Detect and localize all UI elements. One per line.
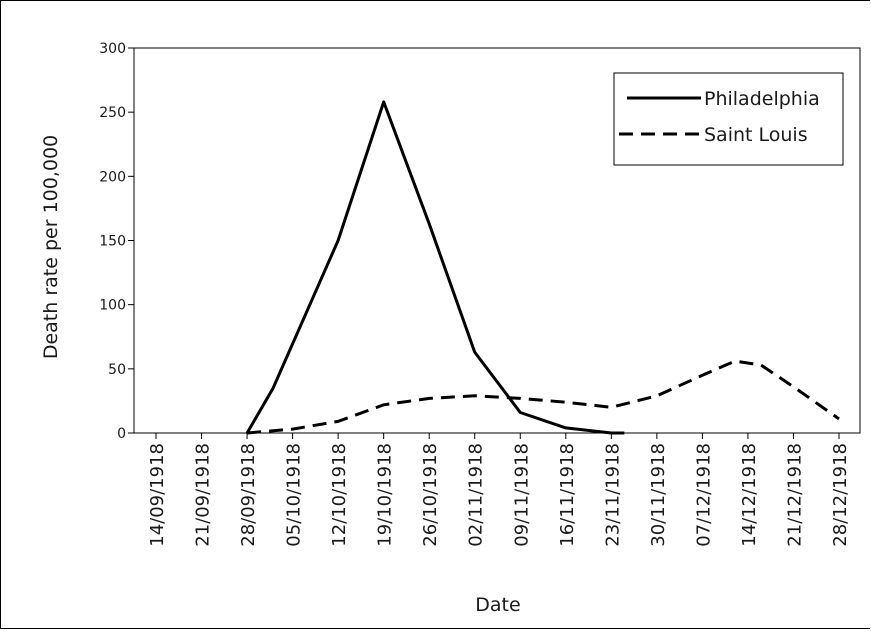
x-tick-label: 07/12/1918: [693, 443, 714, 547]
y-tick-label: 200: [99, 169, 126, 185]
x-tick-label: 19/10/1918: [375, 443, 396, 547]
legend-label-saint-louis: Saint Louis: [704, 124, 808, 146]
y-tick-label: 150: [99, 234, 126, 250]
y-axis-label: Death rate per 100,000: [40, 135, 62, 359]
x-axis-label: Date: [475, 594, 520, 616]
y-tick-label: 300: [99, 41, 126, 57]
x-tick-label: 23/11/1918: [602, 443, 623, 547]
legend: Philadelphia Saint Louis: [613, 72, 844, 166]
x-tick-label: 21/09/1918: [193, 443, 214, 547]
x-tick-label: 14/12/1918: [739, 443, 760, 547]
y-tick-label: 100: [99, 298, 126, 314]
x-tick-label: 14/09/1918: [147, 443, 168, 547]
series-lines: [245, 100, 840, 435]
series-line-philadelphia: [245, 100, 625, 435]
y-axis: 0 50 100 150 200 250 300: [99, 41, 134, 442]
legend-box: [613, 72, 844, 166]
x-tick-label: 28/12/1918: [830, 443, 851, 547]
x-tick-label: 28/09/1918: [238, 443, 259, 547]
y-tick-label: 0: [117, 426, 126, 442]
x-tick-label: 26/10/1918: [420, 443, 441, 547]
x-tick-label: 30/11/1918: [648, 443, 669, 547]
x-tick-label: 02/11/1918: [466, 443, 487, 547]
x-tick-label: 09/11/1918: [511, 443, 532, 547]
x-tick-label: 05/10/1918: [284, 443, 305, 547]
y-tick-label: 250: [99, 105, 126, 121]
legend-label-philadelphia: Philadelphia: [704, 88, 820, 110]
x-axis: 14/09/1918 21/09/1918 28/09/1918 05/10/1918…: [147, 433, 851, 547]
x-tick-label: 16/11/1918: [557, 443, 578, 547]
x-tick-label: 21/12/1918: [784, 443, 805, 547]
series-line-saint-louis: [246, 359, 840, 435]
x-tick-label: 12/10/1918: [329, 443, 350, 547]
y-tick-label: 50: [108, 362, 126, 378]
